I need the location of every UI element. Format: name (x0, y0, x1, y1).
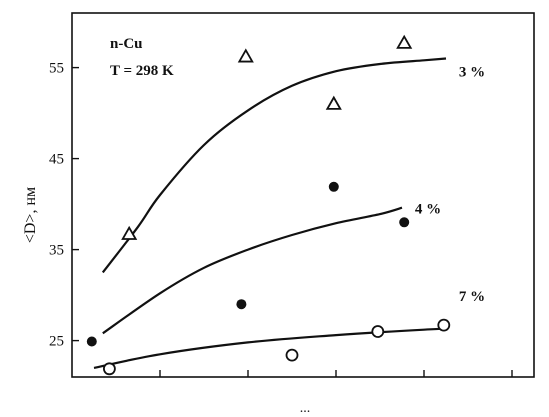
point-series-0-1 (237, 48, 254, 63)
point-series-1-3 (399, 217, 410, 228)
series-labels: 3 % 4 % 7 % (415, 65, 485, 305)
y-tick-label-1: 35 (49, 243, 64, 259)
y-axis-ticks: 25 35 45 55 (49, 61, 79, 350)
data-points (86, 34, 451, 376)
curve-series-0 (101, 57, 447, 274)
y-tick-label-3: 55 (49, 61, 64, 77)
curve-series-1 (102, 206, 403, 335)
curve-series-2 (93, 327, 447, 369)
y-tick-label-2: 45 (49, 152, 64, 168)
y-tick-label-0: 25 (49, 334, 64, 350)
y-axis-label: <D>, нм (22, 187, 39, 243)
fit-curves (93, 57, 447, 369)
point-series-1-1 (236, 299, 247, 310)
series-label-2: 7 % (459, 289, 485, 305)
point-series-0-3 (396, 34, 413, 49)
series-label-0: 3 % (459, 65, 485, 81)
plot-frame (71, 12, 535, 378)
point-series-1-2 (328, 181, 339, 192)
x-axis-ticks (159, 370, 513, 377)
x-axis-label: ... (300, 401, 311, 416)
point-series-0-2 (325, 95, 342, 110)
material-annotation: n-Cu (110, 36, 143, 52)
point-series-2-0 (103, 362, 116, 376)
point-series-2-3 (437, 318, 451, 332)
temperature-annotation: T = 298 K (110, 63, 174, 79)
point-series-1-0 (86, 336, 97, 347)
point-series-2-2 (371, 325, 385, 338)
series-label-1: 4 % (415, 202, 441, 218)
point-series-2-1 (285, 348, 299, 362)
point-series-0-0 (121, 225, 138, 240)
